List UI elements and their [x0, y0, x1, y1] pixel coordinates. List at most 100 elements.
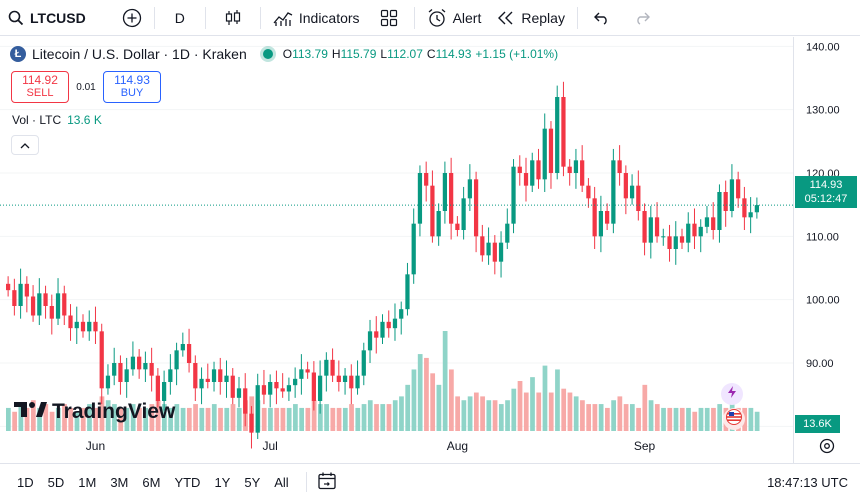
candle-body[interactable] [636, 185, 641, 211]
candle-body[interactable] [205, 378, 210, 382]
candle-body[interactable] [686, 223, 691, 243]
candle-body[interactable] [692, 223, 697, 237]
compare-button[interactable] [114, 0, 150, 36]
candle-body[interactable] [261, 385, 267, 395]
candle-body[interactable] [24, 283, 29, 297]
candle-body[interactable] [467, 179, 472, 199]
chart-settings-button[interactable] [818, 437, 836, 460]
candle-body[interactable] [673, 236, 678, 249]
range-5y[interactable]: 5Y [244, 474, 261, 490]
candle-body[interactable] [629, 185, 635, 199]
layouts-button[interactable] [368, 0, 410, 36]
candle-body[interactable] [386, 321, 391, 329]
candle-body[interactable] [87, 321, 92, 332]
candle-body[interactable] [592, 198, 597, 237]
buy-button[interactable]: 114.93 BUY [103, 71, 161, 103]
sell-button[interactable]: 114.92 SELL [11, 71, 69, 103]
candle-body[interactable] [392, 318, 398, 329]
candle-body[interactable] [112, 363, 117, 376]
candle-body[interactable] [124, 369, 129, 382]
candle-body[interactable] [18, 283, 23, 306]
goto-date-button[interactable] [317, 471, 337, 494]
candle-body[interactable] [617, 160, 622, 173]
candle-body[interactable] [168, 369, 173, 382]
range-1y[interactable]: 1Y [214, 474, 231, 490]
candle-body[interactable] [199, 378, 204, 389]
candle-body[interactable] [105, 375, 111, 389]
candle-body[interactable] [455, 223, 460, 230]
candle-body[interactable] [180, 344, 185, 351]
candle-body[interactable] [648, 217, 653, 243]
candle-body[interactable] [155, 375, 160, 401]
candle-body[interactable] [380, 321, 385, 338]
candle-body[interactable] [561, 97, 566, 167]
candle-body[interactable] [555, 97, 560, 173]
candle-body[interactable] [230, 375, 235, 398]
candle-body[interactable] [224, 375, 229, 382]
candle-body[interactable] [12, 290, 17, 306]
candle-body[interactable] [573, 160, 579, 173]
candle-body[interactable] [342, 375, 348, 382]
candle-body[interactable] [330, 359, 335, 376]
candle-body[interactable] [255, 385, 260, 433]
candle-body[interactable] [505, 223, 510, 243]
candle-body[interactable] [567, 166, 572, 173]
candle-body[interactable] [243, 388, 248, 414]
candle-body[interactable] [461, 198, 466, 230]
candle-body[interactable] [280, 388, 285, 392]
candle-body[interactable] [611, 160, 616, 224]
economic-events-badge[interactable] [723, 408, 745, 430]
candle-body[interactable] [436, 211, 441, 237]
utc-clock[interactable]: 18:47:13 UTC [767, 474, 848, 490]
candle-body[interactable] [605, 211, 610, 224]
candle-body[interactable] [62, 293, 67, 316]
candle-body[interactable] [623, 173, 628, 199]
candle-body[interactable] [174, 350, 179, 370]
volume-legend[interactable]: Vol · LTC 13.6 K [12, 113, 102, 127]
range-all[interactable]: All [274, 474, 289, 490]
candle-body[interactable] [130, 356, 136, 370]
candle-body[interactable] [536, 160, 541, 180]
symbol-description[interactable]: Litecoin / U.S. Dollar · 1D · Kraken [32, 46, 247, 62]
candle-body[interactable] [149, 363, 154, 376]
collapse-legend-button[interactable] [11, 135, 39, 155]
candle-body[interactable] [336, 375, 341, 382]
candle-body[interactable] [274, 382, 279, 389]
candle-body[interactable] [268, 382, 273, 395]
candle-body[interactable] [55, 293, 61, 319]
candle-body[interactable] [355, 375, 360, 389]
range-5d[interactable]: 5D [47, 474, 65, 490]
candle-body[interactable] [236, 388, 242, 398]
candle-body[interactable] [399, 309, 404, 319]
candle-body[interactable] [542, 128, 547, 180]
candle-body[interactable] [548, 128, 554, 173]
candle-body[interactable] [642, 211, 647, 243]
candle-body[interactable] [305, 369, 310, 373]
candle-body[interactable] [729, 179, 735, 211]
candle-body[interactable] [748, 212, 753, 218]
indicators-button[interactable]: Indicators [265, 0, 368, 36]
candle-body[interactable] [249, 413, 254, 433]
candle-body[interactable] [417, 173, 423, 224]
candle-body[interactable] [598, 211, 604, 237]
candle-body[interactable] [211, 369, 217, 382]
candle-body[interactable] [286, 385, 292, 392]
candle-body[interactable] [698, 226, 703, 237]
candle-body[interactable] [492, 242, 497, 262]
candle-body[interactable] [424, 173, 429, 186]
candle-body[interactable] [580, 160, 585, 186]
candle-body[interactable] [80, 321, 86, 332]
candle-body[interactable] [736, 179, 741, 199]
range-ytd[interactable]: YTD [174, 474, 201, 490]
candle-body[interactable] [480, 236, 485, 256]
candle-body[interactable] [742, 198, 747, 218]
candle-body[interactable] [49, 306, 54, 319]
candle-body[interactable] [654, 217, 660, 237]
candle-body[interactable] [324, 359, 329, 376]
candle-body[interactable] [523, 173, 529, 186]
range-6m[interactable]: 6M [142, 474, 161, 490]
candle-body[interactable] [442, 173, 448, 211]
candle-body[interactable] [349, 375, 354, 389]
candle-body[interactable] [193, 363, 198, 389]
candle-body[interactable] [511, 166, 516, 224]
